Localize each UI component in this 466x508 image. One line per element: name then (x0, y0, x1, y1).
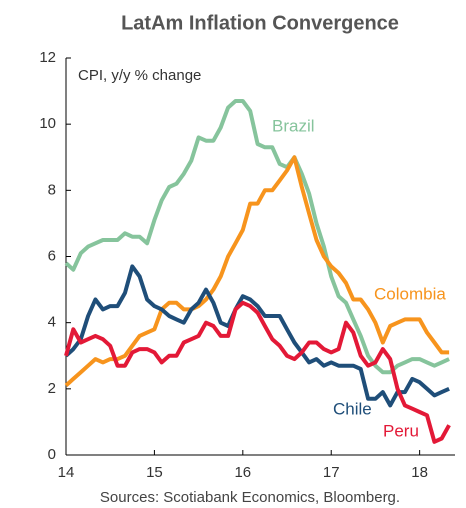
x-tick-label: 17 (323, 464, 340, 481)
series-line (64, 99, 450, 375)
annotation: CPI, y/y % change (78, 67, 201, 84)
y-tick-label: 4 (48, 314, 56, 331)
x-tick-label: 14 (58, 464, 75, 481)
series-label: Brazil (272, 116, 315, 135)
y-tick-label: 8 (48, 181, 56, 198)
series-line (64, 264, 450, 408)
chart-title: LatAm Inflation Convergence (121, 12, 399, 34)
x-tick-label: 16 (234, 464, 251, 481)
series-label: Chile (333, 399, 372, 418)
y-tick-label: 2 (48, 380, 56, 397)
y-tick-label: 10 (39, 115, 56, 132)
series-label: Colombia (374, 284, 446, 303)
x-tick-label: 18 (411, 464, 428, 481)
y-tick-label: 6 (48, 247, 56, 264)
y-tick-label: 12 (39, 49, 56, 66)
series-label: Peru (383, 421, 419, 440)
x-tick-label: 15 (146, 464, 163, 481)
y-tick-label: 0 (48, 446, 56, 463)
series-line (64, 300, 451, 444)
source: Sources: Scotiabank Economics, Bloomberg… (100, 489, 400, 506)
series-line (64, 155, 450, 387)
